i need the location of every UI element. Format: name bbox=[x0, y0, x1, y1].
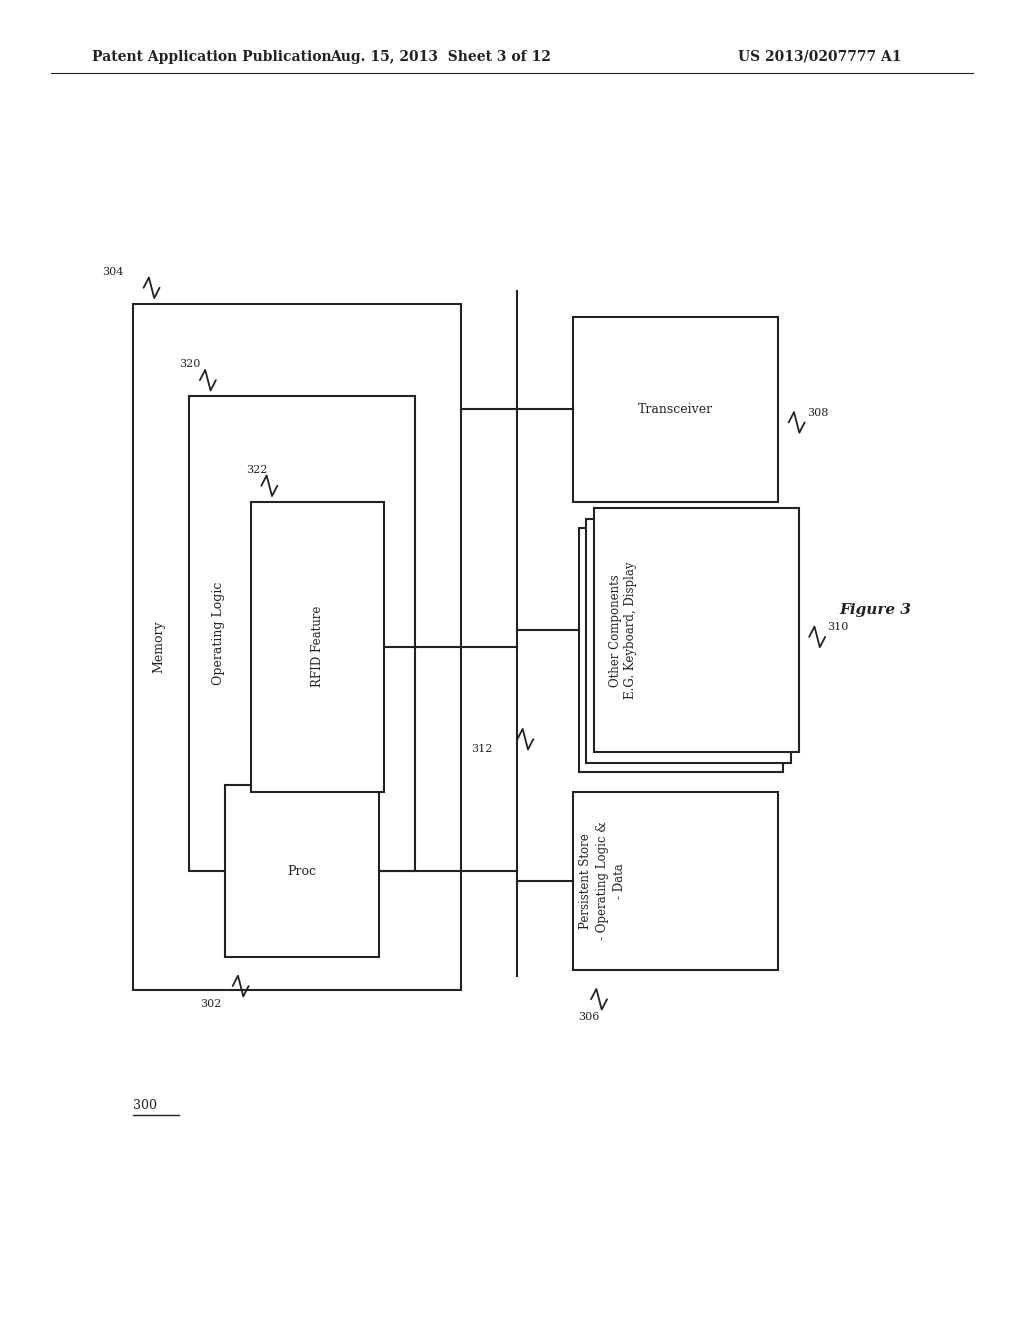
Text: Other Components
E.G. Keyboard, Display: Other Components E.G. Keyboard, Display bbox=[608, 561, 637, 700]
Text: 322: 322 bbox=[246, 465, 267, 475]
Text: Memory: Memory bbox=[153, 620, 165, 673]
Text: Transceiver: Transceiver bbox=[638, 403, 714, 416]
Text: US 2013/0207777 A1: US 2013/0207777 A1 bbox=[737, 50, 901, 63]
Text: Operating Logic: Operating Logic bbox=[212, 582, 224, 685]
FancyBboxPatch shape bbox=[594, 508, 799, 752]
Text: 304: 304 bbox=[102, 267, 124, 277]
FancyBboxPatch shape bbox=[586, 519, 791, 763]
Text: 300: 300 bbox=[133, 1098, 157, 1111]
FancyBboxPatch shape bbox=[133, 304, 461, 990]
Text: Aug. 15, 2013  Sheet 3 of 12: Aug. 15, 2013 Sheet 3 of 12 bbox=[330, 50, 551, 63]
Text: 308: 308 bbox=[807, 408, 828, 418]
Text: Proc: Proc bbox=[288, 865, 316, 878]
Text: 310: 310 bbox=[827, 622, 849, 632]
Text: Figure 3: Figure 3 bbox=[840, 603, 911, 616]
FancyBboxPatch shape bbox=[189, 396, 415, 871]
Text: Patent Application Publication: Patent Application Publication bbox=[92, 50, 332, 63]
FancyBboxPatch shape bbox=[251, 502, 384, 792]
Text: RFID Feature: RFID Feature bbox=[311, 606, 324, 688]
Text: 312: 312 bbox=[471, 744, 493, 755]
Text: Persistent Store
- Operating Logic &
- Data: Persistent Store - Operating Logic & - D… bbox=[579, 822, 626, 940]
Text: 306: 306 bbox=[579, 1012, 600, 1023]
FancyBboxPatch shape bbox=[573, 317, 778, 502]
FancyBboxPatch shape bbox=[225, 785, 379, 957]
FancyBboxPatch shape bbox=[579, 528, 783, 772]
FancyBboxPatch shape bbox=[573, 792, 778, 970]
Text: 320: 320 bbox=[179, 359, 201, 370]
Text: 302: 302 bbox=[200, 999, 221, 1010]
